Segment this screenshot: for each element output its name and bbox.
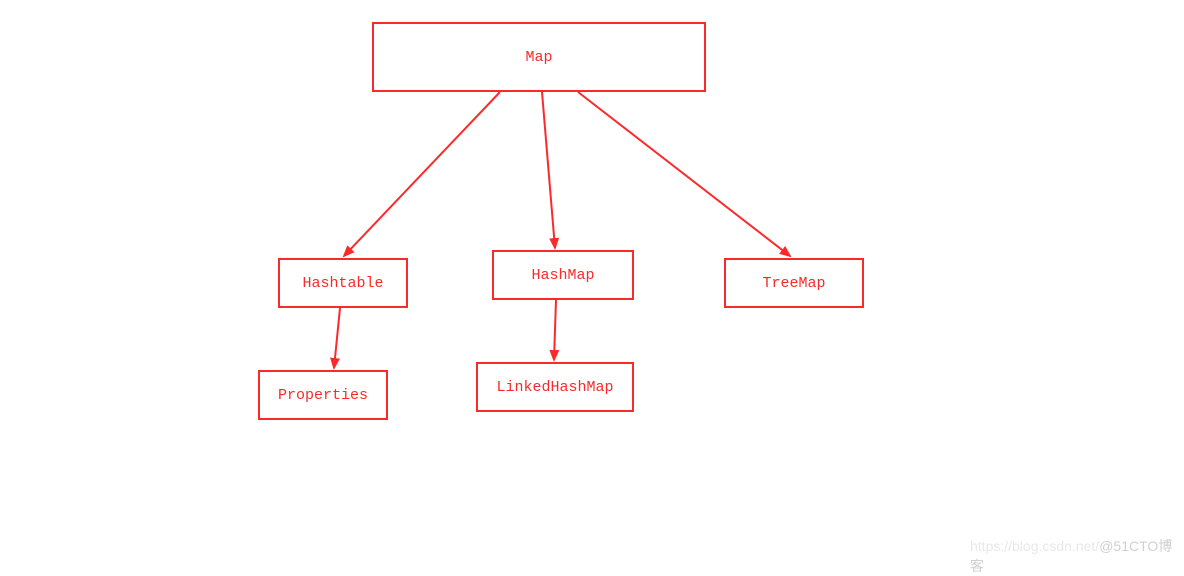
node-label-properties: Properties (278, 387, 368, 404)
node-map: Map (372, 22, 706, 92)
node-treemap: TreeMap (724, 258, 864, 308)
node-label-treemap: TreeMap (762, 275, 825, 292)
edge-map-to-hashmap (542, 92, 555, 248)
node-linkedhashmap: LinkedHashMap (476, 362, 634, 412)
watermark-left: https://blog.csdn.net/ (970, 538, 1099, 554)
node-hashmap: HashMap (492, 250, 634, 300)
edge-map-to-treemap (578, 92, 790, 256)
node-label-hashtable: Hashtable (302, 275, 383, 292)
edge-hashtable-to-properties (334, 308, 340, 368)
edge-map-to-hashtable (344, 92, 500, 256)
edge-hashmap-to-linkedhashmap (554, 300, 556, 360)
watermark: https://blog.csdn.net/@51CTO博客 (970, 536, 1184, 576)
node-label-hashmap: HashMap (531, 267, 594, 284)
node-label-linkedhashmap: LinkedHashMap (496, 379, 613, 396)
node-properties: Properties (258, 370, 388, 420)
node-hashtable: Hashtable (278, 258, 408, 308)
node-label-map: Map (525, 49, 552, 66)
